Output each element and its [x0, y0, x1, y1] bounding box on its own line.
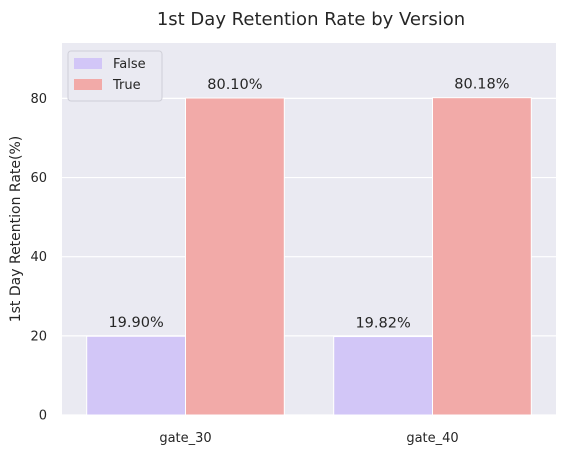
legend-swatch-false	[74, 58, 102, 69]
data-labels: 19.90% 80.10% 19.82% 80.18%	[108, 77, 509, 332]
legend-label: True	[112, 78, 141, 93]
y-tick-label: 80	[30, 92, 47, 107]
chart-title: 1st Day Retention Rate by Version	[157, 9, 465, 30]
bars	[86, 97, 532, 416]
bar-value-label: 19.82%	[355, 316, 410, 332]
x-tick-label: gate_30	[159, 431, 211, 446]
bar-value-label: 80.10%	[207, 77, 262, 93]
legend: False True	[67, 50, 163, 102]
x-tick-label: gate_40	[406, 431, 458, 446]
y-tick-label: 20	[30, 329, 47, 344]
legend-swatch-true	[74, 79, 102, 90]
x-axis-ticks: gate_30 gate_40	[159, 431, 458, 446]
legend-label: False	[113, 57, 146, 72]
bar-false-gate_40	[333, 336, 434, 416]
y-tick-label: 60	[30, 171, 47, 186]
y-axis-label: 1st Day Retention Rate(%)	[8, 136, 24, 323]
y-tick-label: 0	[39, 409, 47, 424]
y-tick-label: 40	[30, 250, 47, 265]
bar-value-label: 80.18%	[454, 77, 509, 93]
bar-false-gate_30	[86, 335, 186, 416]
bar-true-gate_30	[185, 97, 285, 416]
y-axis-ticks: 0 20 40 60 80	[30, 92, 47, 424]
bar-true-gate_40	[432, 97, 532, 416]
bar-value-label: 19.90%	[108, 315, 163, 331]
